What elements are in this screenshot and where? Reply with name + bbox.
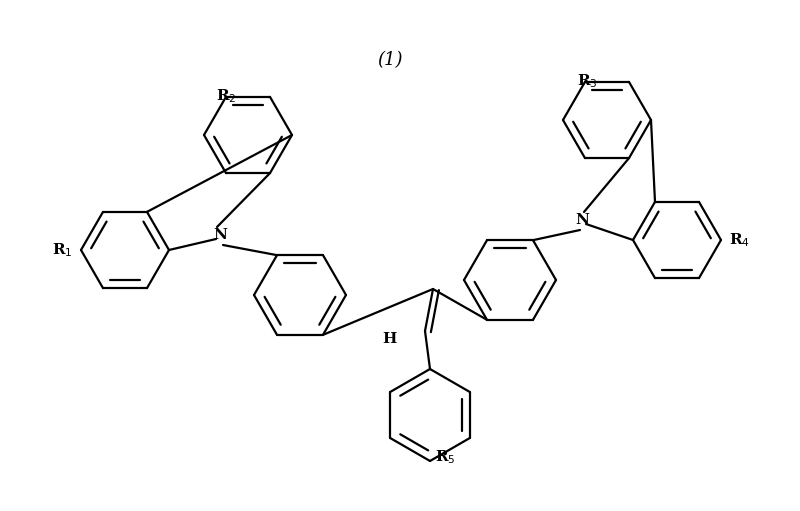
Text: N: N bbox=[575, 213, 589, 227]
Text: R$_2$: R$_2$ bbox=[216, 87, 236, 105]
Text: R$_1$: R$_1$ bbox=[53, 241, 73, 259]
Text: R$_4$: R$_4$ bbox=[729, 231, 750, 249]
Text: R$_5$: R$_5$ bbox=[435, 448, 455, 466]
Text: (1): (1) bbox=[378, 51, 402, 69]
Text: R$_3$: R$_3$ bbox=[577, 72, 598, 89]
Text: H: H bbox=[382, 332, 397, 346]
Text: N: N bbox=[213, 228, 227, 242]
